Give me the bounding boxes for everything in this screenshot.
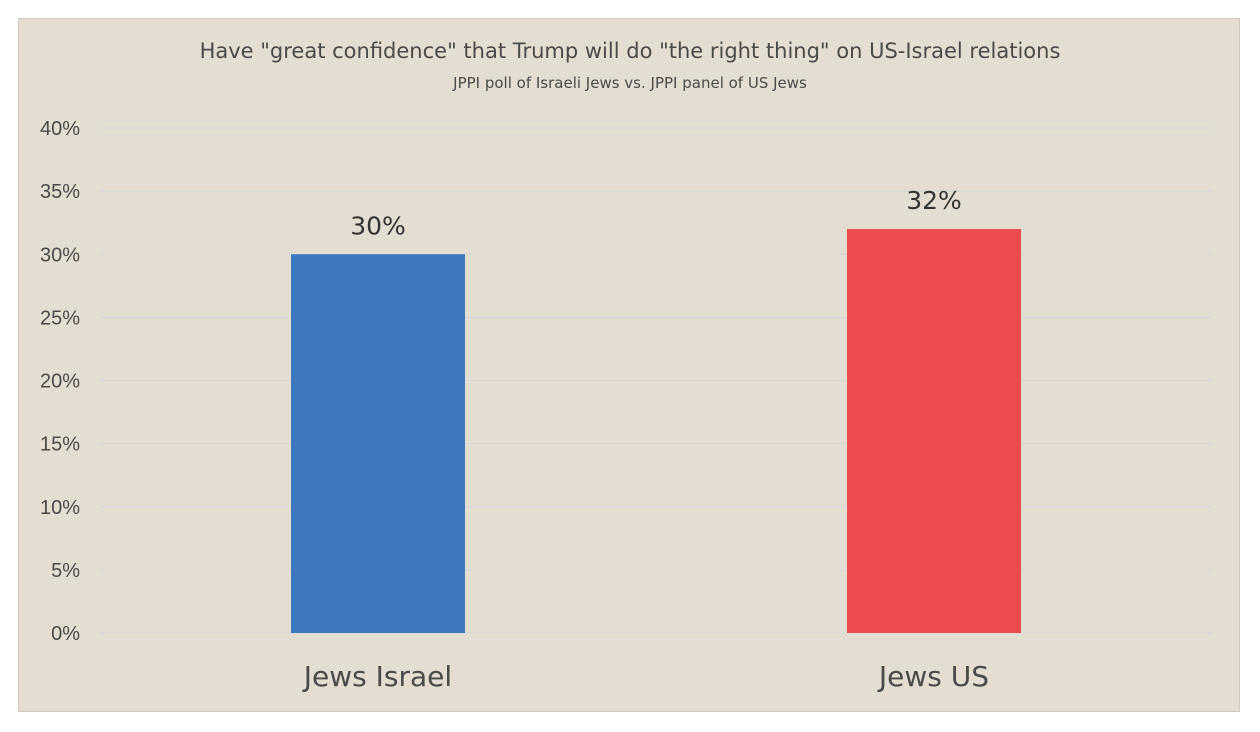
bar	[291, 254, 465, 633]
chart-title: Have "great confidence" that Trump will …	[199, 39, 1061, 63]
data-label: 32%	[906, 186, 962, 215]
x-tick-label: Jews US	[877, 660, 989, 693]
y-tick-label: 35%	[40, 181, 80, 203]
chart-subtitle: JPPI poll of Israeli Jews vs. JPPI panel…	[453, 74, 807, 92]
y-tick-label: 10%	[40, 497, 80, 519]
y-tick-label: 0%	[51, 623, 80, 645]
y-tick-label: 40%	[40, 118, 80, 140]
chart-area	[18, 18, 1240, 712]
bar	[847, 229, 1021, 633]
y-tick-label: 25%	[40, 307, 80, 329]
y-tick-label: 15%	[40, 434, 80, 456]
y-tick-label: 20%	[40, 371, 80, 393]
x-tick-label: Jews Israel	[302, 660, 452, 693]
data-label: 30%	[350, 211, 406, 240]
y-tick-label: 30%	[40, 244, 80, 266]
y-tick-label: 5%	[51, 560, 80, 582]
